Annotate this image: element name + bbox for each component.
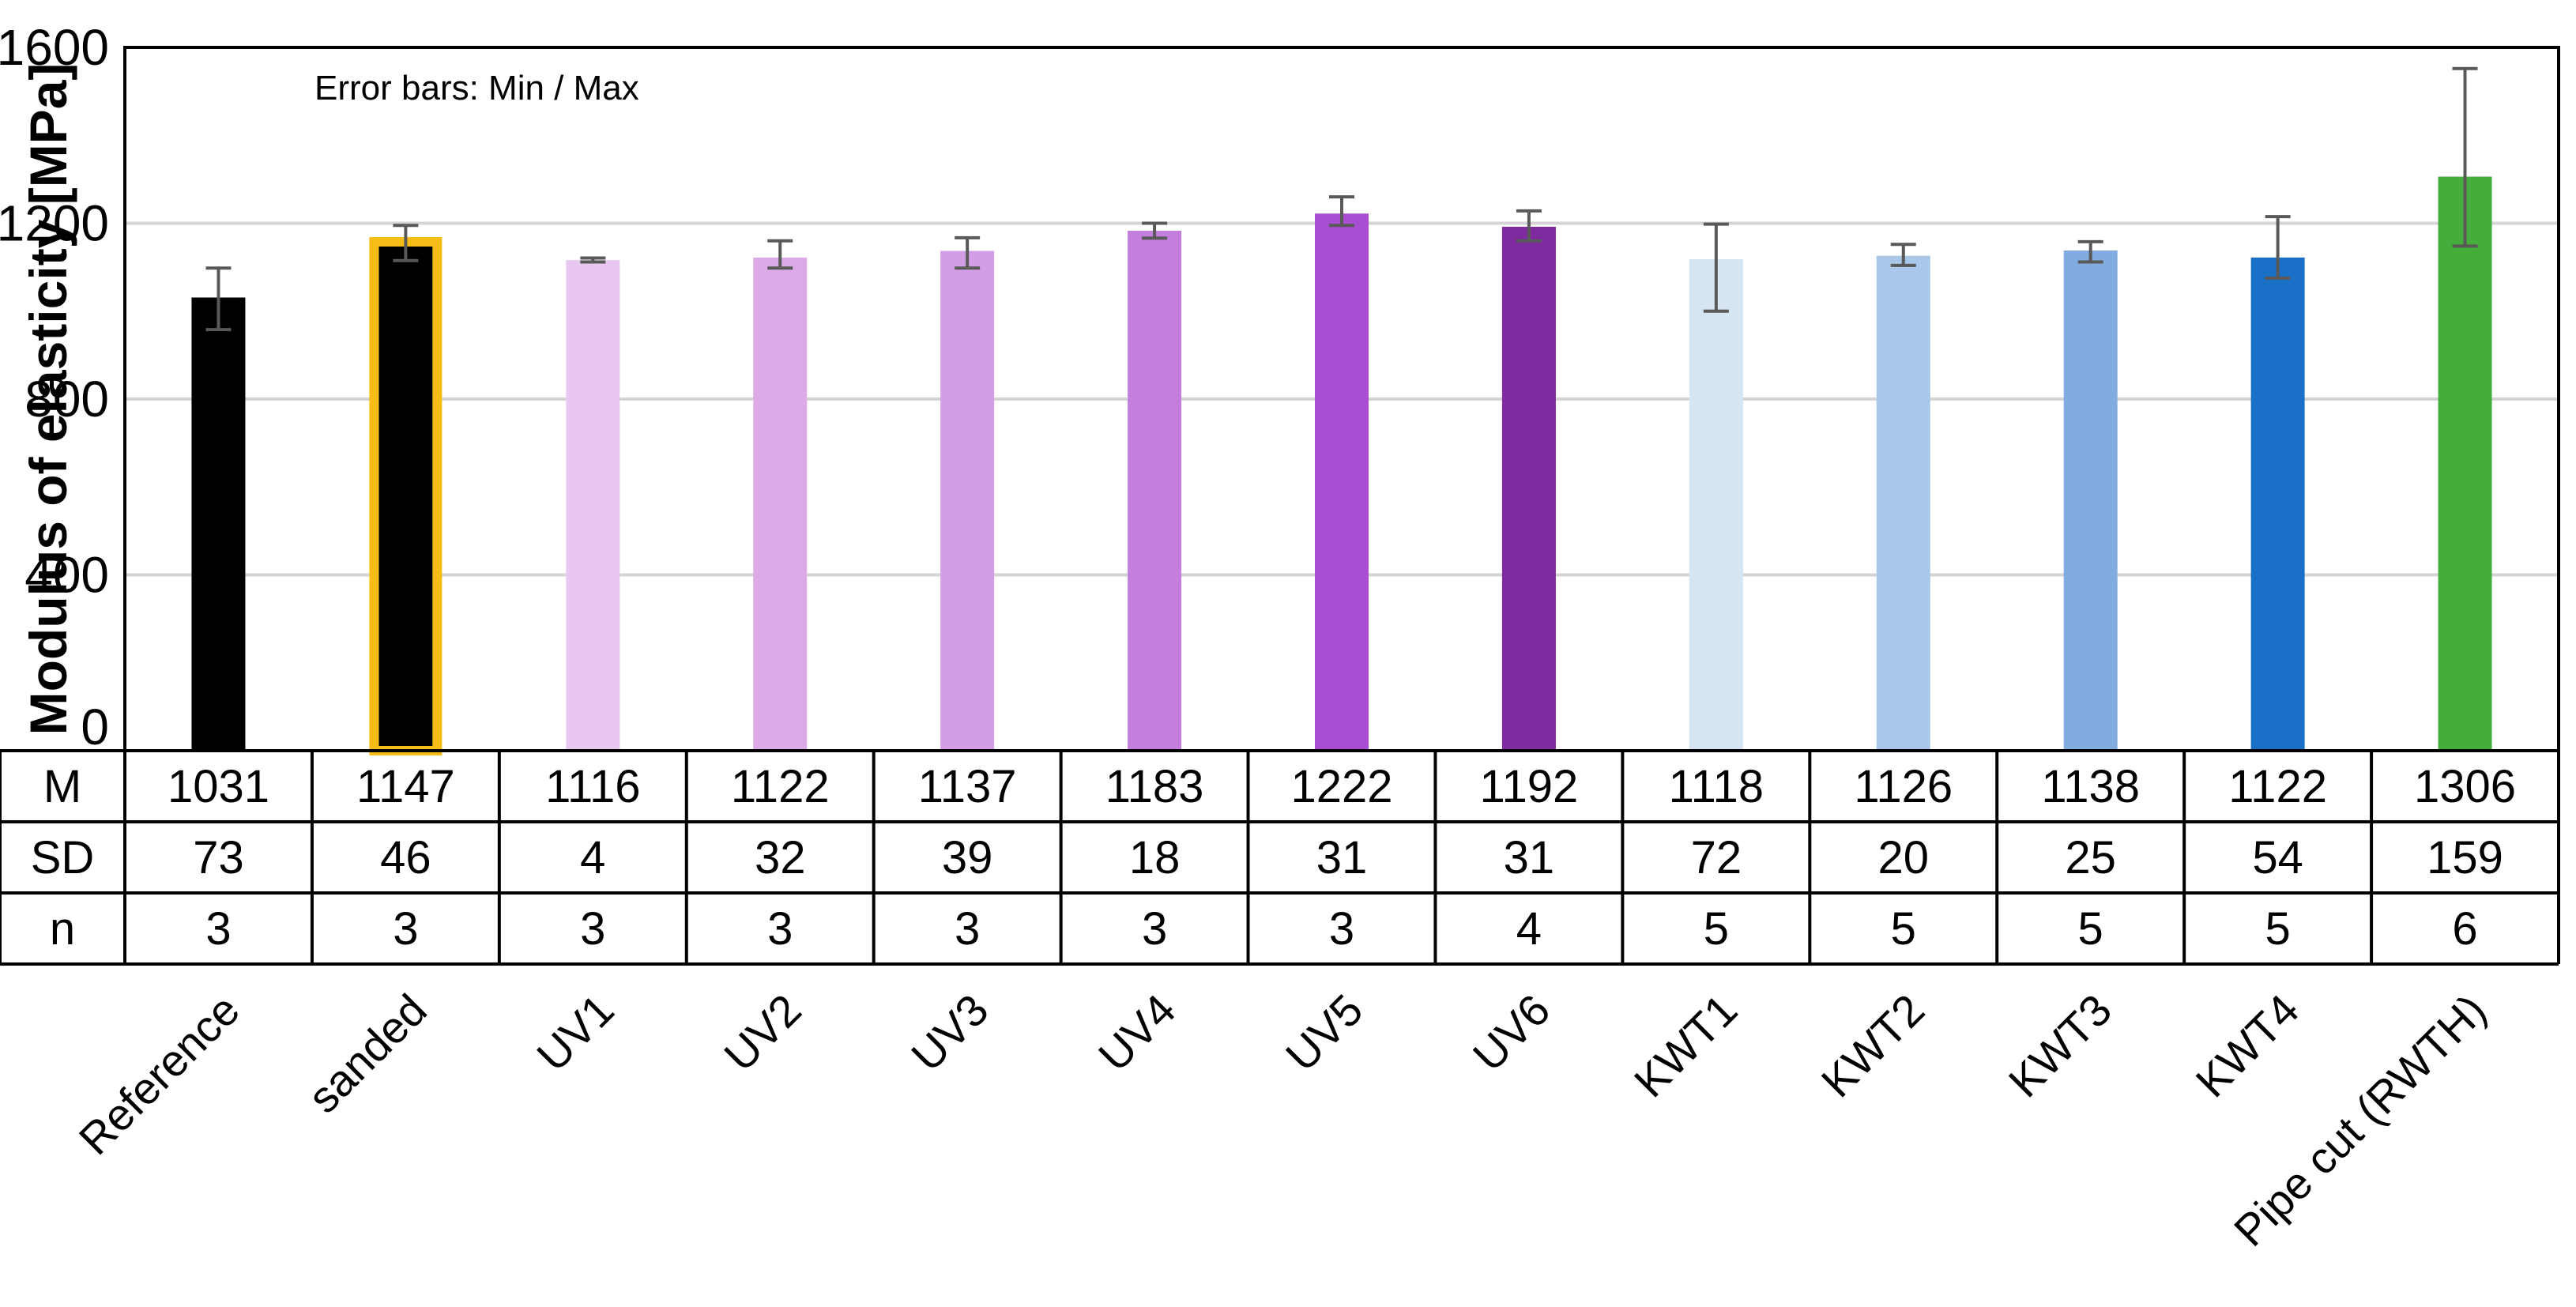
table-cell: 18 <box>1129 832 1181 883</box>
bar-kwt1 <box>1689 259 1743 751</box>
table-row-label: SD <box>31 832 95 883</box>
x-axis-categories: Reference sanded UV1 UV2 UV3 UV4 UV5 UV6 KWT1 KWT… <box>70 985 2495 1256</box>
y-axis-ticks: 0 400 800 1200 1600 <box>0 19 109 755</box>
bar-pipe-cut-rwth- <box>2438 176 2492 751</box>
y-tick-label: 1200 <box>0 195 109 252</box>
bar-uv6 <box>1501 226 1556 751</box>
table-cell: 5 <box>1704 903 1729 955</box>
error-bar <box>2077 239 2103 264</box>
table-cell: 73 <box>193 832 244 883</box>
table-cell: 54 <box>2252 832 2303 883</box>
table-cell: 5 <box>2265 903 2290 955</box>
bar-kwt4 <box>2250 257 2305 751</box>
table-cell: 3 <box>767 903 793 955</box>
table-cell: 1031 <box>168 761 269 812</box>
table-cell: 1118 <box>1669 761 1764 812</box>
table-cell: 3 <box>205 903 231 955</box>
x-category-label: KWT2 <box>1812 985 1934 1107</box>
error-bar <box>955 235 981 270</box>
error-bar <box>393 224 419 262</box>
bar-kwt3 <box>2063 250 2118 751</box>
error-bar <box>580 256 606 264</box>
bar-uv4 <box>1128 230 1182 751</box>
bar-uv5 <box>1315 213 1369 751</box>
table-cell: 1222 <box>1290 761 1392 812</box>
table-cell: 1192 <box>1480 761 1579 812</box>
table-cell: 25 <box>2065 832 2116 883</box>
table-cell: 1183 <box>1105 761 1204 812</box>
error-bar <box>1516 209 1542 243</box>
table-cell: 1147 <box>356 761 455 812</box>
x-category-label: UV4 <box>1089 985 1185 1081</box>
table-cell: 39 <box>942 832 993 883</box>
table-cell: 159 <box>2427 832 2503 883</box>
y-tick-label: 1600 <box>0 19 109 76</box>
x-category-label: sanded <box>298 985 435 1122</box>
x-category-label: UV2 <box>714 985 811 1081</box>
bar-uv1 <box>566 260 620 751</box>
x-category-label: KWT1 <box>1625 985 1747 1107</box>
table-cell: 6 <box>2452 903 2477 955</box>
table-cell: 3 <box>1142 903 1167 955</box>
y-tick-label: 800 <box>24 371 109 428</box>
x-category-label: UV5 <box>1276 985 1373 1081</box>
bar-uv3 <box>940 250 995 751</box>
table-cell: 1137 <box>918 761 1017 812</box>
error-bar <box>1703 222 1729 313</box>
y-tick-label: 0 <box>81 699 109 755</box>
table-row-label: n <box>50 903 75 955</box>
table-cell: 3 <box>955 903 980 955</box>
table-cell: 1126 <box>1854 761 1953 812</box>
x-category-label: KWT3 <box>1999 985 2122 1107</box>
x-category-label: UV3 <box>902 985 998 1081</box>
table-cell: 4 <box>580 832 605 883</box>
table-cell: 1138 <box>2041 761 2140 812</box>
bar-reference <box>191 297 246 751</box>
error-bar <box>1890 243 1916 267</box>
x-category-label: KWT4 <box>2186 985 2309 1107</box>
error-bar <box>2265 215 2291 281</box>
table-cell: 46 <box>380 832 431 883</box>
table-cell: 20 <box>1878 832 1930 883</box>
table-cell: 31 <box>1504 832 1555 883</box>
data-table: M SD n 1031 1147 1116 1122 1137 1183 1222 1192 1118… <box>0 749 2560 966</box>
bars <box>191 176 2492 755</box>
x-category-label: Reference <box>70 985 249 1164</box>
table-cell: 3 <box>1329 903 1354 955</box>
table-cell: 1306 <box>2414 761 2516 812</box>
bar-uv2 <box>753 257 808 751</box>
x-category-label: UV1 <box>527 985 623 1081</box>
table-cell: 1122 <box>2228 761 2327 812</box>
error-bar <box>1329 195 1354 228</box>
table-cell: 5 <box>1891 903 1916 955</box>
table-cell: 1122 <box>731 761 830 812</box>
error-bars <box>205 66 2478 332</box>
table-cell: 3 <box>580 903 605 955</box>
table-cell: 72 <box>1691 832 1742 883</box>
error-bar <box>767 239 793 270</box>
table-cell: 3 <box>393 903 418 955</box>
y-axis-label: Modulus of elasticity [MPa] <box>19 63 77 736</box>
table-cell: 32 <box>755 832 806 883</box>
bar-kwt2 <box>1876 255 1930 751</box>
error-bar <box>205 266 232 332</box>
x-category-label: UV6 <box>1463 985 1560 1081</box>
table-cell: 5 <box>2078 903 2103 955</box>
error-bar <box>2452 66 2478 248</box>
error-bar-note: Error bars: Min / Max <box>314 69 639 107</box>
table-row-label: M <box>43 761 81 812</box>
table-cell: 4 <box>1516 903 1542 955</box>
table-cell: 31 <box>1316 832 1368 883</box>
table-cell: 1116 <box>545 761 640 812</box>
y-tick-label: 400 <box>24 547 109 604</box>
bar-sanded <box>378 246 433 751</box>
error-bar <box>1142 221 1168 240</box>
